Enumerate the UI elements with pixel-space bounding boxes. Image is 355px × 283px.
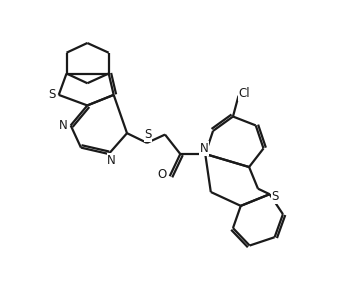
Text: N: N — [107, 154, 116, 167]
Text: S: S — [48, 88, 55, 101]
Text: N: N — [59, 119, 68, 132]
Text: Cl: Cl — [238, 87, 250, 100]
Text: O: O — [157, 168, 166, 181]
Text: N: N — [200, 142, 208, 155]
Text: S: S — [144, 128, 152, 141]
Text: S: S — [272, 190, 279, 203]
